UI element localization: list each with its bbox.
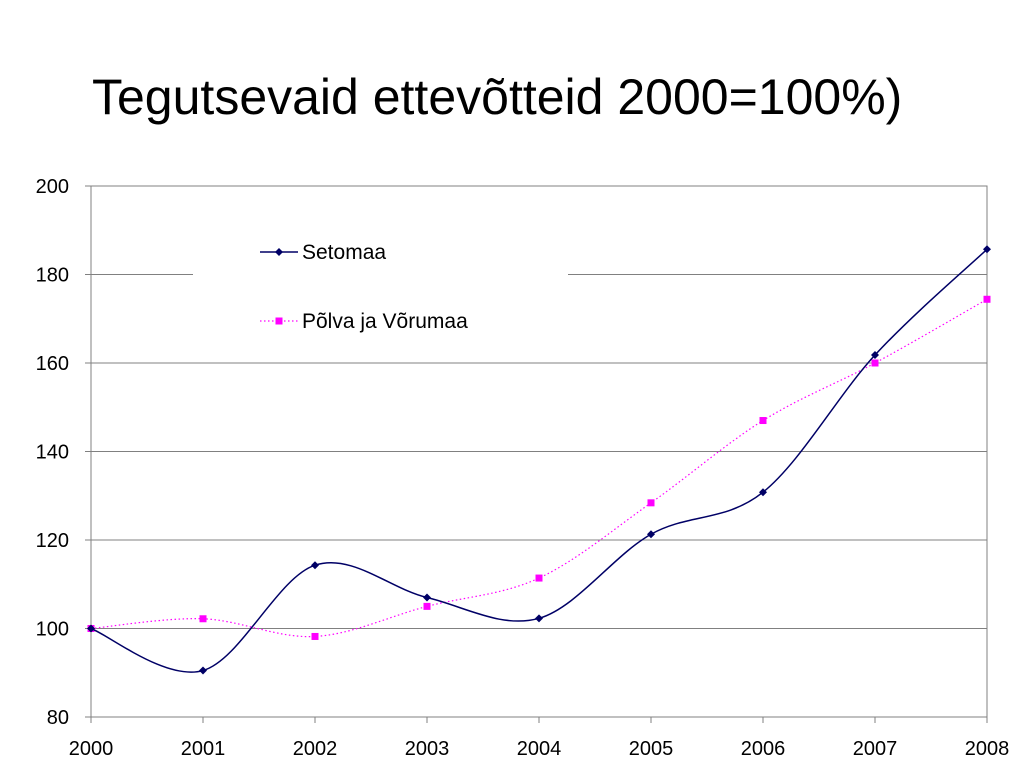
x-tick-label-2000: 2000: [69, 738, 114, 760]
legend-marker-setomaa: [275, 248, 283, 256]
x-tick-label-2005: 2005: [629, 738, 674, 760]
legend-item-setomaa: Setomaa: [260, 241, 386, 264]
y-tick-label-180: 180: [36, 265, 69, 287]
data-point-polva-ja-vorumaa-2002: [311, 632, 319, 640]
data-point-setomaa-2005: [647, 530, 655, 539]
x-tick-label-2007: 2007: [853, 738, 898, 760]
x-tick-label-2006: 2006: [741, 738, 786, 760]
legend-label-polva-ja-vorumaa: Põlva ja Võrumaa: [302, 310, 468, 333]
series-setomaa: [87, 245, 991, 675]
legend: Setomaa Põlva ja Võrumaa: [260, 241, 468, 333]
y-tick-label-160: 160: [36, 353, 69, 375]
y-tick-label-80: 80: [47, 707, 69, 729]
y-tick-label-100: 100: [36, 619, 69, 641]
series-line-setomaa: [90, 248, 988, 673]
data-point-polva-ja-vorumaa-2001: [199, 615, 207, 623]
gridlines: [91, 274, 987, 629]
series-line-polva-ja-vorumaa: [90, 298, 988, 638]
data-point-polva-ja-vorumaa-2004: [535, 574, 543, 582]
data-point-polva-ja-vorumaa-2007: [871, 359, 879, 367]
slide-title: Tegutsevaid ettevõtteid 2000=100%): [92, 69, 903, 125]
x-tick-label-2001: 2001: [181, 738, 226, 760]
x-tick-label-2003: 2003: [405, 738, 450, 760]
y-tick-label-140: 140: [36, 442, 69, 464]
legend-item-polva-ja-vorumaa: Põlva ja Võrumaa: [260, 310, 468, 333]
data-point-setomaa-2003: [423, 593, 431, 602]
x-tick-label-2002: 2002: [293, 738, 338, 760]
data-point-polva-ja-vorumaa-2006: [759, 417, 767, 425]
x-tick-label-2004: 2004: [517, 738, 562, 760]
legend-label-setomaa: Setomaa: [302, 241, 386, 264]
x-tick-label-2008: 2008: [965, 738, 1010, 760]
data-point-setomaa-2008: [983, 245, 991, 254]
series-polva-ja-vorumaa: [87, 295, 991, 640]
data-point-polva-ja-vorumaa-2008: [983, 295, 991, 303]
legend-marker-polva-ja-vorumaa: [275, 317, 283, 325]
y-tick-label-200: 200: [36, 176, 69, 198]
data-point-setomaa-2007: [871, 351, 879, 360]
series-layer: [87, 245, 991, 675]
data-point-setomaa-2006: [759, 488, 767, 497]
axes: 80 100 120 140 160 180 200 2000 2001 2002 2003 2004…: [36, 176, 1010, 760]
y-tick-label-120: 120: [36, 530, 69, 552]
data-point-setomaa-2000: [87, 624, 95, 633]
data-point-setomaa-2001: [199, 666, 207, 675]
data-point-setomaa-2002: [311, 561, 319, 570]
data-point-polva-ja-vorumaa-2003: [423, 602, 431, 610]
data-point-setomaa-2004: [535, 614, 543, 623]
data-point-polva-ja-vorumaa-2005: [647, 499, 655, 507]
